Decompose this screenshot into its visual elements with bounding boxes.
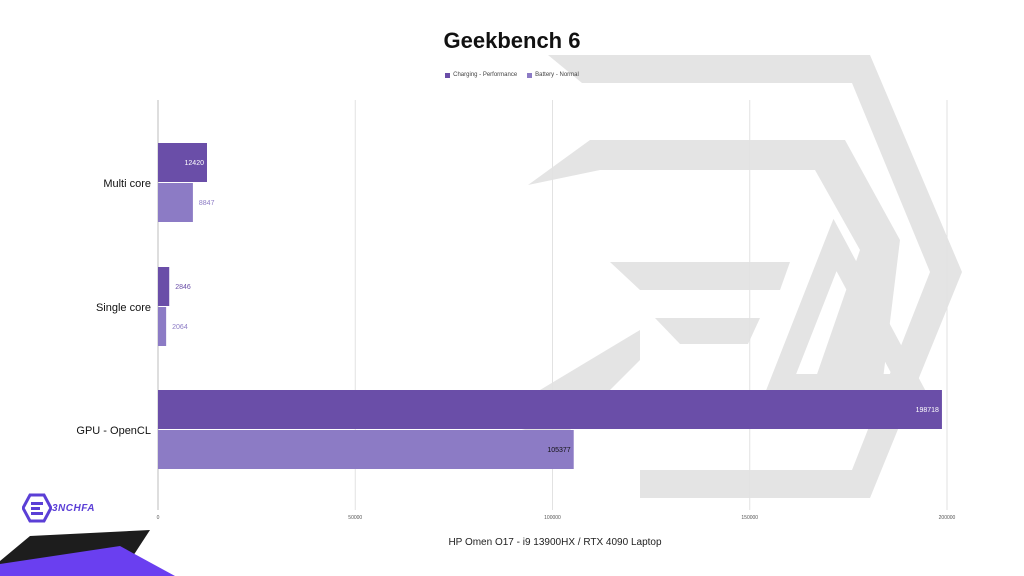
brand-logo-icon bbox=[22, 493, 52, 523]
y-category-label: GPU - OpenCL bbox=[76, 425, 151, 437]
y-category-label: Multi core bbox=[103, 178, 151, 190]
watermark-e-bar-top bbox=[610, 262, 790, 290]
legend-item-series-2[interactable]: Battery - Normal bbox=[527, 72, 579, 78]
bar-data-label: 105377 bbox=[547, 447, 570, 454]
bar-data-label: 8847 bbox=[199, 200, 215, 207]
legend: Charging - Performance Battery - Normal bbox=[0, 72, 1024, 78]
x-tick-label: 150000 bbox=[741, 515, 758, 521]
bar-data-label: 12420 bbox=[185, 160, 205, 167]
legend-label-series-2: Battery - Normal bbox=[535, 72, 579, 78]
x-tick-label: 50000 bbox=[348, 515, 362, 521]
y-category-label: Single core bbox=[96, 302, 151, 314]
corner-decoration bbox=[0, 530, 175, 576]
brand-logo: 3NCHFA bbox=[22, 493, 95, 523]
legend-swatch-series-1 bbox=[445, 72, 451, 78]
x-axis-label: HP Omen O17 - i9 13900HX / RTX 4090 Lapt… bbox=[448, 537, 662, 548]
chart-title: Geekbench 6 bbox=[443, 28, 581, 53]
bar-data-label: 2064 bbox=[172, 324, 188, 331]
watermark-e-bar-middle bbox=[655, 318, 760, 344]
legend-label-series-1: Charging - Performance bbox=[453, 72, 518, 78]
x-tick-label: 200000 bbox=[939, 515, 956, 521]
x-tick-label: 0 bbox=[157, 515, 160, 521]
legend-swatch-series-2 bbox=[527, 72, 533, 78]
brand-name: 3NCHFA bbox=[52, 502, 96, 514]
corner-shape-purple bbox=[0, 546, 175, 576]
bar bbox=[158, 430, 574, 469]
bar bbox=[158, 143, 207, 182]
bar bbox=[158, 390, 942, 429]
bar bbox=[158, 267, 170, 306]
x-tick-label: 100000 bbox=[544, 515, 561, 521]
bar-data-label: 2846 bbox=[175, 284, 191, 291]
watermark-triangle bbox=[763, 218, 929, 396]
bar bbox=[158, 307, 167, 346]
bar bbox=[158, 183, 193, 222]
legend-item-series-1[interactable]: Charging - Performance bbox=[445, 72, 517, 78]
bar-data-label: 198718 bbox=[916, 407, 939, 414]
